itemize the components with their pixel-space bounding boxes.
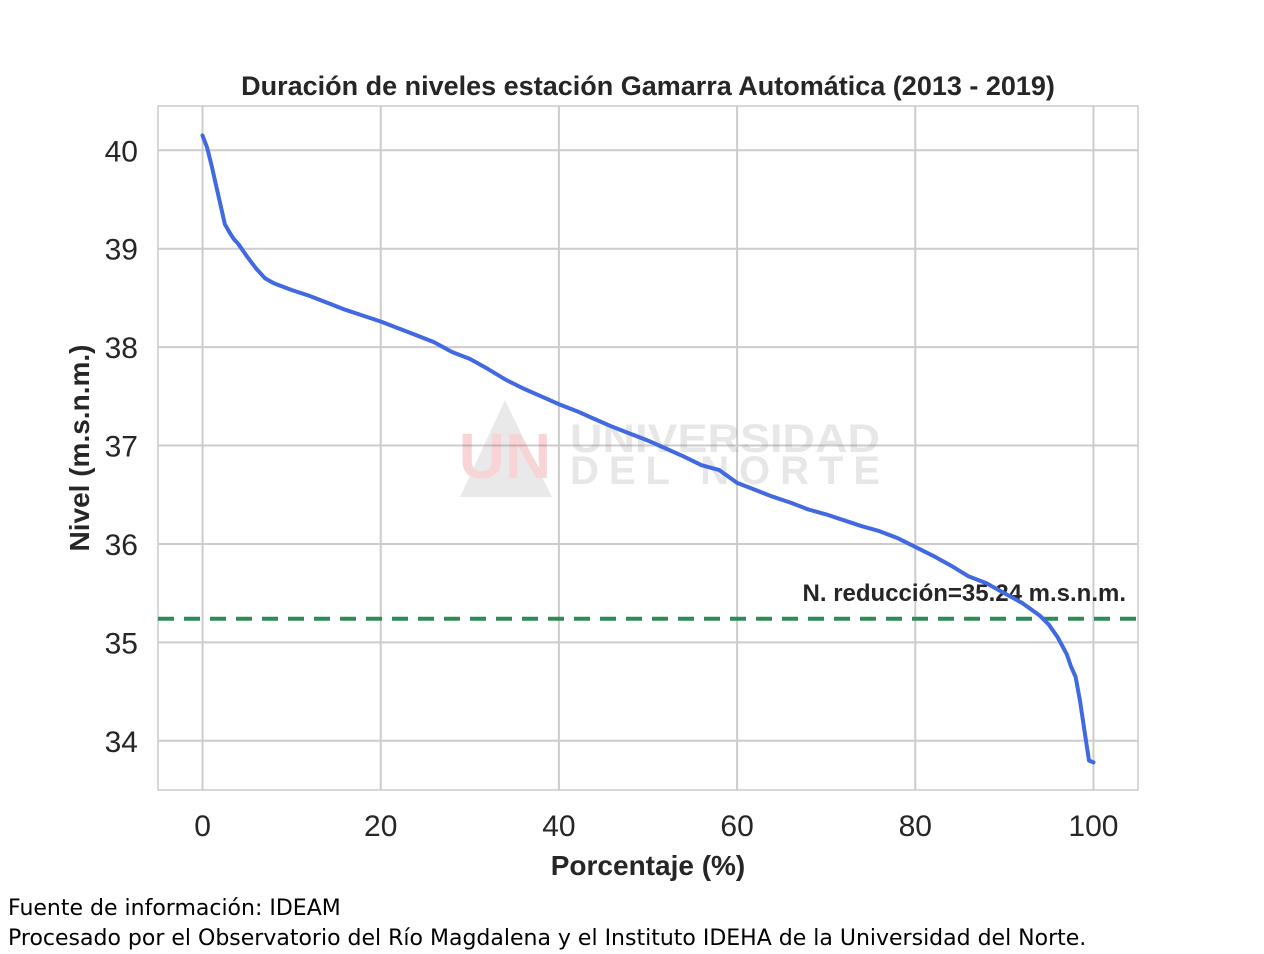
series-point [254, 266, 258, 270]
series-point [1074, 675, 1078, 679]
series-point [842, 518, 846, 522]
series-point [1087, 759, 1091, 762]
y-tick-label: 40 [105, 135, 138, 168]
x-tick-labels: 0 20 40 60 80 100 [194, 810, 1118, 843]
watermark-mountain-icon [460, 400, 552, 497]
duration-curve-chart: UN UNIVERSIDAD DEL NORTE 34353637383940 … [64, 71, 1139, 881]
y-tick-label: 36 [105, 529, 138, 562]
series-point [1020, 601, 1024, 605]
series-point [214, 183, 218, 187]
series-point [308, 294, 311, 298]
series-point [486, 367, 490, 371]
y-tick-label: 34 [105, 726, 138, 759]
series-point [824, 512, 828, 516]
series-point [539, 394, 543, 398]
series-point [201, 134, 204, 137]
chart-footer: Fuente de información: IDEAM Procesado p… [8, 894, 1086, 954]
series-point [1038, 614, 1042, 618]
reduction-level-label: N. reducción=35.24 m.s.n.m. [803, 580, 1126, 607]
series-point [205, 145, 209, 149]
series-point [343, 308, 347, 312]
watermark-line1: UNIVERSIDAD [570, 417, 880, 461]
series-point [931, 554, 935, 558]
series-point [913, 545, 917, 549]
series-point [227, 230, 231, 234]
series-point [218, 202, 222, 206]
series-point [432, 340, 436, 344]
plot-frame [157, 105, 1139, 791]
series-point [628, 432, 632, 436]
series-point [325, 301, 329, 305]
series-point [397, 326, 400, 330]
series-point [245, 255, 249, 259]
series-point [682, 454, 686, 458]
series-point [468, 357, 472, 361]
series-point [236, 242, 240, 246]
series-points [201, 134, 1095, 764]
series-point [717, 468, 721, 472]
series-point [1002, 591, 1006, 595]
series-point [361, 314, 365, 318]
series-point [806, 508, 810, 511]
y-tick-label: 35 [105, 627, 138, 660]
series-point [521, 387, 525, 390]
x-tick-label: 0 [194, 810, 211, 843]
series-point [646, 439, 650, 443]
series-point [1065, 652, 1069, 656]
series-point [610, 425, 614, 429]
y-axis-label: Nivel (m.s.n.m.) [64, 345, 95, 552]
series-point [379, 320, 383, 323]
x-tick-label: 60 [720, 810, 753, 843]
series-point [272, 281, 276, 285]
series-point [210, 163, 213, 167]
x-tick-label: 40 [542, 810, 575, 843]
series-point [789, 501, 792, 505]
series-point [1047, 623, 1051, 627]
series-point [860, 524, 864, 528]
series-point [949, 564, 953, 568]
source-note: Fuente de información: IDEAM [8, 896, 341, 921]
series-point [593, 417, 596, 421]
series-point [700, 463, 703, 467]
series-point [414, 333, 418, 337]
chart-title: Duración de niveles estación Gamarra Aut… [241, 71, 1055, 101]
series-point [1069, 665, 1073, 669]
series-point [985, 581, 988, 585]
grid-lines [158, 106, 1138, 790]
series-point [664, 447, 668, 450]
series-point [557, 402, 561, 406]
series-point [1092, 760, 1095, 764]
series-point [450, 350, 454, 354]
series-point [504, 378, 507, 382]
series-point [753, 488, 757, 492]
watermark-line2: DEL NORTE [570, 449, 880, 493]
x-tick-label: 100 [1068, 810, 1118, 843]
series-point [290, 288, 294, 292]
series-point [263, 276, 267, 280]
university-watermark: UN UNIVERSIDAD DEL NORTE [459, 400, 880, 497]
y-tick-label: 39 [105, 234, 138, 267]
series-point [771, 495, 775, 499]
series-point [575, 409, 579, 413]
series-point [878, 529, 882, 533]
series-point [735, 481, 739, 485]
series-point [1078, 699, 1082, 703]
processing-note: Procesado por el Observatorio del Río Ma… [8, 926, 1087, 951]
x-tick-label: 20 [364, 810, 397, 843]
watermark-logo-text: UN [459, 420, 551, 492]
series-point [232, 237, 236, 241]
series-point [1056, 636, 1060, 639]
series-point [1083, 729, 1086, 733]
series-point [896, 536, 899, 540]
y-tick-label: 37 [105, 431, 138, 464]
series-point [223, 222, 227, 226]
y-tick-label: 38 [105, 332, 138, 365]
y-tick-labels: 34 35 36 37 38 39 40 [105, 135, 138, 759]
x-axis-label: Porcentaje (%) [551, 850, 746, 881]
series-point [967, 574, 971, 578]
x-tick-label: 80 [899, 810, 932, 843]
